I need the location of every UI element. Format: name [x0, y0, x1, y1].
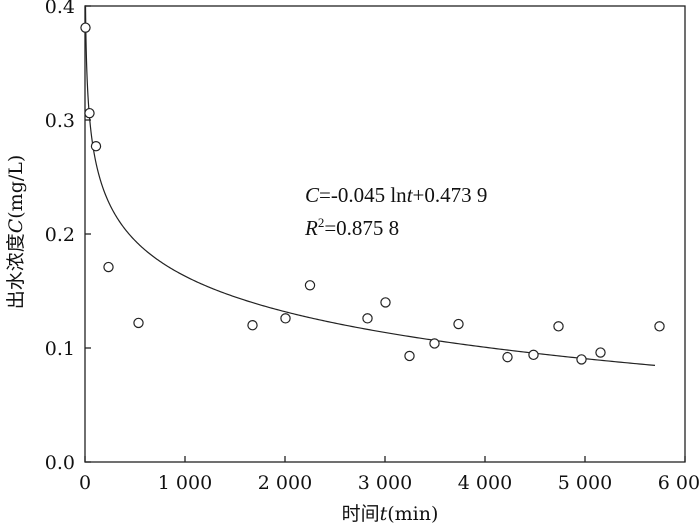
fit-equation: C=-0.045 lnt+0.473 9	[305, 183, 487, 207]
data-point	[362, 313, 373, 324]
y-tick-label: 0.1	[45, 338, 75, 360]
data-point	[80, 22, 91, 33]
data-point	[280, 313, 291, 324]
fit-curve	[84, 5, 656, 367]
x-tick-label: 1 000	[158, 472, 212, 494]
data-point	[404, 350, 415, 362]
y-tick-label: 0.3	[45, 110, 75, 132]
data-point	[380, 297, 391, 308]
data-point	[453, 318, 464, 330]
x-tick-label: 5 000	[558, 472, 612, 494]
data-point	[304, 280, 316, 291]
y-tick-label: 0.2	[45, 224, 75, 246]
x-tick-label: 0	[79, 472, 91, 494]
data-point	[84, 107, 95, 119]
data-point	[576, 354, 587, 365]
r-squared: R2=0.875 8	[304, 215, 399, 240]
data-point	[502, 351, 513, 363]
data-point	[103, 261, 114, 273]
y-tick-label: 0.0	[45, 452, 75, 474]
data-points	[80, 22, 665, 365]
x-axis: 0 1 000 2 000 3 000 4 000 5 000 6 000	[79, 456, 700, 494]
data-point	[133, 317, 144, 329]
x-tick-label: 2 000	[258, 472, 312, 494]
x-tick-label: 3 000	[358, 472, 412, 494]
x-tick-label: 6 000	[658, 472, 700, 494]
data-point	[595, 347, 606, 358]
data-point	[247, 320, 258, 331]
y-axis: 0.0 0.1 0.2 0.3 0.4	[45, 0, 91, 474]
x-tick-label: 4 000	[458, 472, 512, 494]
data-point	[553, 321, 564, 332]
data-point	[528, 349, 539, 361]
data-point	[429, 338, 440, 349]
y-axis-title: 出水浓度C(mg/L)	[5, 155, 27, 310]
x-axis-title: 时间t(min)	[342, 503, 439, 525]
data-point	[90, 141, 102, 152]
y-tick-label: 0.4	[45, 0, 75, 18]
data-point	[654, 321, 665, 332]
